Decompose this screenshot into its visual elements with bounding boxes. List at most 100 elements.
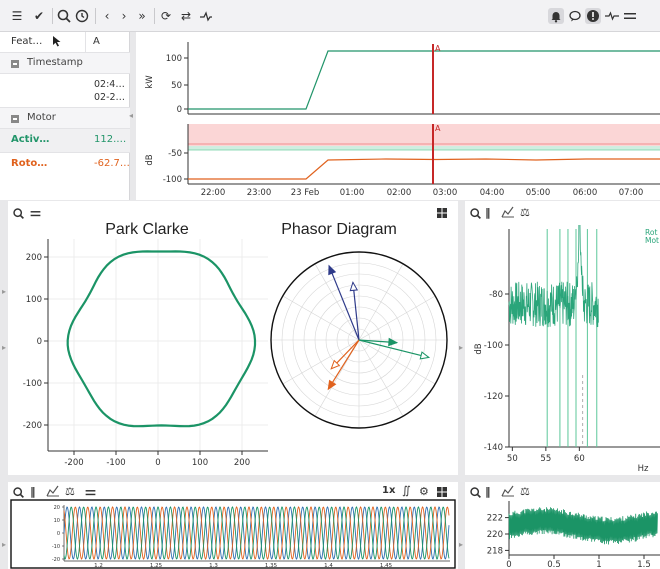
trend-panel: 100 50 0 kW -50 -100 dB A A 22:00 23:00 … <box>136 32 660 200</box>
chart-type-icon[interactable] <box>501 485 515 500</box>
phasor-diagram[interactable] <box>266 247 452 433</box>
zoom-icon[interactable] <box>56 8 72 24</box>
chart-type-icon[interactable] <box>46 485 60 500</box>
row-label: Activ… <box>11 134 50 145</box>
grid-spoke <box>358 295 436 341</box>
grid-layout-icon[interactable] <box>436 207 448 222</box>
check-all-icon[interactable]: ✔ <box>33 9 45 23</box>
trend-chart[interactable]: 100 50 0 kW -50 -100 dB A A 22:00 23:00 … <box>136 32 660 200</box>
info-icon[interactable] <box>585 8 601 24</box>
tick-label: -100 <box>23 379 42 389</box>
table-row[interactable]: Activ… 112.… <box>0 129 130 152</box>
tick-label: 0 <box>506 560 511 569</box>
balance-icon[interactable]: ⚖ <box>520 206 530 219</box>
tick-label: -120 <box>484 392 503 402</box>
expand-handle-icon[interactable]: ▸ <box>2 287 7 296</box>
pause-icon[interactable]: ‖ <box>485 485 491 498</box>
tick-label: 50 <box>171 81 182 91</box>
axis-label: dB <box>145 154 155 165</box>
tick-label: 100 <box>192 458 208 468</box>
tick-label: -10 <box>52 544 60 550</box>
pause-icon[interactable]: ‖ <box>485 206 491 219</box>
column-header-a[interactable]: A <box>93 36 100 47</box>
grid-layout-icon[interactable] <box>436 486 448 501</box>
spectrum-series <box>508 225 599 328</box>
waveform-series <box>63 506 450 560</box>
grid-spoke <box>282 339 360 385</box>
expand-handle-icon[interactable]: ▸ <box>2 343 7 352</box>
timestamp-section[interactable]: Timestamp <box>0 52 130 74</box>
phasor-arrowhead <box>349 281 359 292</box>
legend-entry: Mot <box>645 236 659 245</box>
integral-icon[interactable]: ∬ <box>402 484 411 497</box>
tick-label: 1 <box>596 560 601 569</box>
refresh-icon[interactable]: ⟳ <box>160 9 172 23</box>
table-row[interactable]: Roto… -62.7… <box>0 152 130 175</box>
column-header-feature[interactable]: Feat… <box>11 36 43 47</box>
alarm-band <box>188 124 660 146</box>
timestamp-value: 02:4… <box>94 79 125 90</box>
phasor-outer-ring <box>270 251 448 429</box>
hamburger-icon[interactable] <box>84 486 97 502</box>
signal-icon[interactable] <box>198 8 214 24</box>
zoom-icon[interactable] <box>12 486 25 502</box>
hamburger-icon[interactable] <box>29 207 42 223</box>
tick-label: 1.4 <box>324 563 333 569</box>
next-icon[interactable]: › <box>121 9 127 23</box>
park-clarke-chart[interactable]: -200 -100 0 100 200 200 100 0 -100 -200 <box>8 235 268 475</box>
hamburger-icon[interactable] <box>622 8 638 24</box>
gear-icon[interactable]: ⚙ <box>419 485 429 498</box>
phasor-arrowhead <box>330 359 341 370</box>
tick-label: -50 <box>168 149 182 159</box>
waveform-chart[interactable]: 20 10 0 -10 -20 1.2 1.25 1.3 1.35 1.4 1.45 <box>10 499 456 569</box>
feature-table: Feat… A Timestamp 02:4… 02-2… Motor Acti… <box>0 32 130 200</box>
expand-handle-icon[interactable]: ▸ <box>2 540 7 549</box>
phasor-vector <box>327 339 360 390</box>
playback-speed[interactable]: 1x <box>382 485 396 496</box>
tick-label: 02:00 <box>387 188 412 198</box>
axis-label: dB <box>474 343 484 354</box>
tick-label: 0 <box>37 337 42 347</box>
park-clarke-trajectory <box>66 250 257 428</box>
prev-icon[interactable]: ‹ <box>104 9 110 23</box>
zoom-icon[interactable] <box>12 207 25 223</box>
history-icon[interactable] <box>74 8 90 24</box>
pause-icon[interactable]: ‖ <box>30 485 36 498</box>
balance-icon[interactable]: ⚖ <box>65 485 75 498</box>
spectrum-chart[interactable]: -80 -100 -120 -140 50 55 60 Rot Mot dB Hz <box>465 225 660 475</box>
toolbar-divider <box>154 8 155 24</box>
collapse-handle-icon[interactable]: ◂ <box>129 111 134 120</box>
waveform-panel: ‖ ⚖ 1x ∬ ⚙ 20 10 0 -10 -20 1.2 1.25 1.3 1.35 1.4 1… <box>8 482 458 569</box>
spectrum-panel: ‖ ⚖ -80 -100 -120 -140 50 55 60 Rot Mot dB Hz <box>465 201 660 475</box>
motor-section[interactable]: Motor <box>0 107 130 129</box>
phasor-arrowhead <box>328 264 337 276</box>
section-label: Timestamp <box>27 57 83 68</box>
row-value: 112.… <box>94 134 127 145</box>
column-divider <box>85 32 86 54</box>
tick-label: 100 <box>26 295 42 305</box>
comment-icon[interactable] <box>567 8 583 24</box>
menu-icon[interactable]: ☰ <box>11 9 23 23</box>
balance-icon[interactable]: ⚖ <box>520 485 530 498</box>
phasor-arrowhead <box>327 379 337 391</box>
expand-handle-icon[interactable]: ▸ <box>459 540 464 549</box>
tick-label: 0 <box>177 105 182 115</box>
tick-label: -100 <box>106 458 125 468</box>
bell-icon[interactable] <box>548 8 564 24</box>
collapse-square-icon[interactable] <box>11 60 19 68</box>
zoom-icon[interactable] <box>469 207 482 223</box>
chart-type-icon[interactable] <box>501 206 515 221</box>
pulse-icon[interactable] <box>604 8 620 24</box>
chart-title: Phasor Diagram <box>281 221 397 238</box>
zoom-icon[interactable] <box>469 486 482 502</box>
collapse-square-icon[interactable] <box>11 115 19 123</box>
tick-label: 1.5 <box>637 560 651 569</box>
fast-forward-icon[interactable]: » <box>138 9 146 23</box>
expand-handle-icon[interactable]: ▸ <box>459 343 464 352</box>
park-phasor-panel: Park Clarke Phasor Diagram -200 -100 0 100 2… <box>8 201 458 475</box>
phasor-vector <box>328 265 360 341</box>
tick-label: -200 <box>64 458 83 468</box>
tick-label: 222 <box>487 514 503 524</box>
sync-icon[interactable]: ⇄ <box>180 9 192 23</box>
